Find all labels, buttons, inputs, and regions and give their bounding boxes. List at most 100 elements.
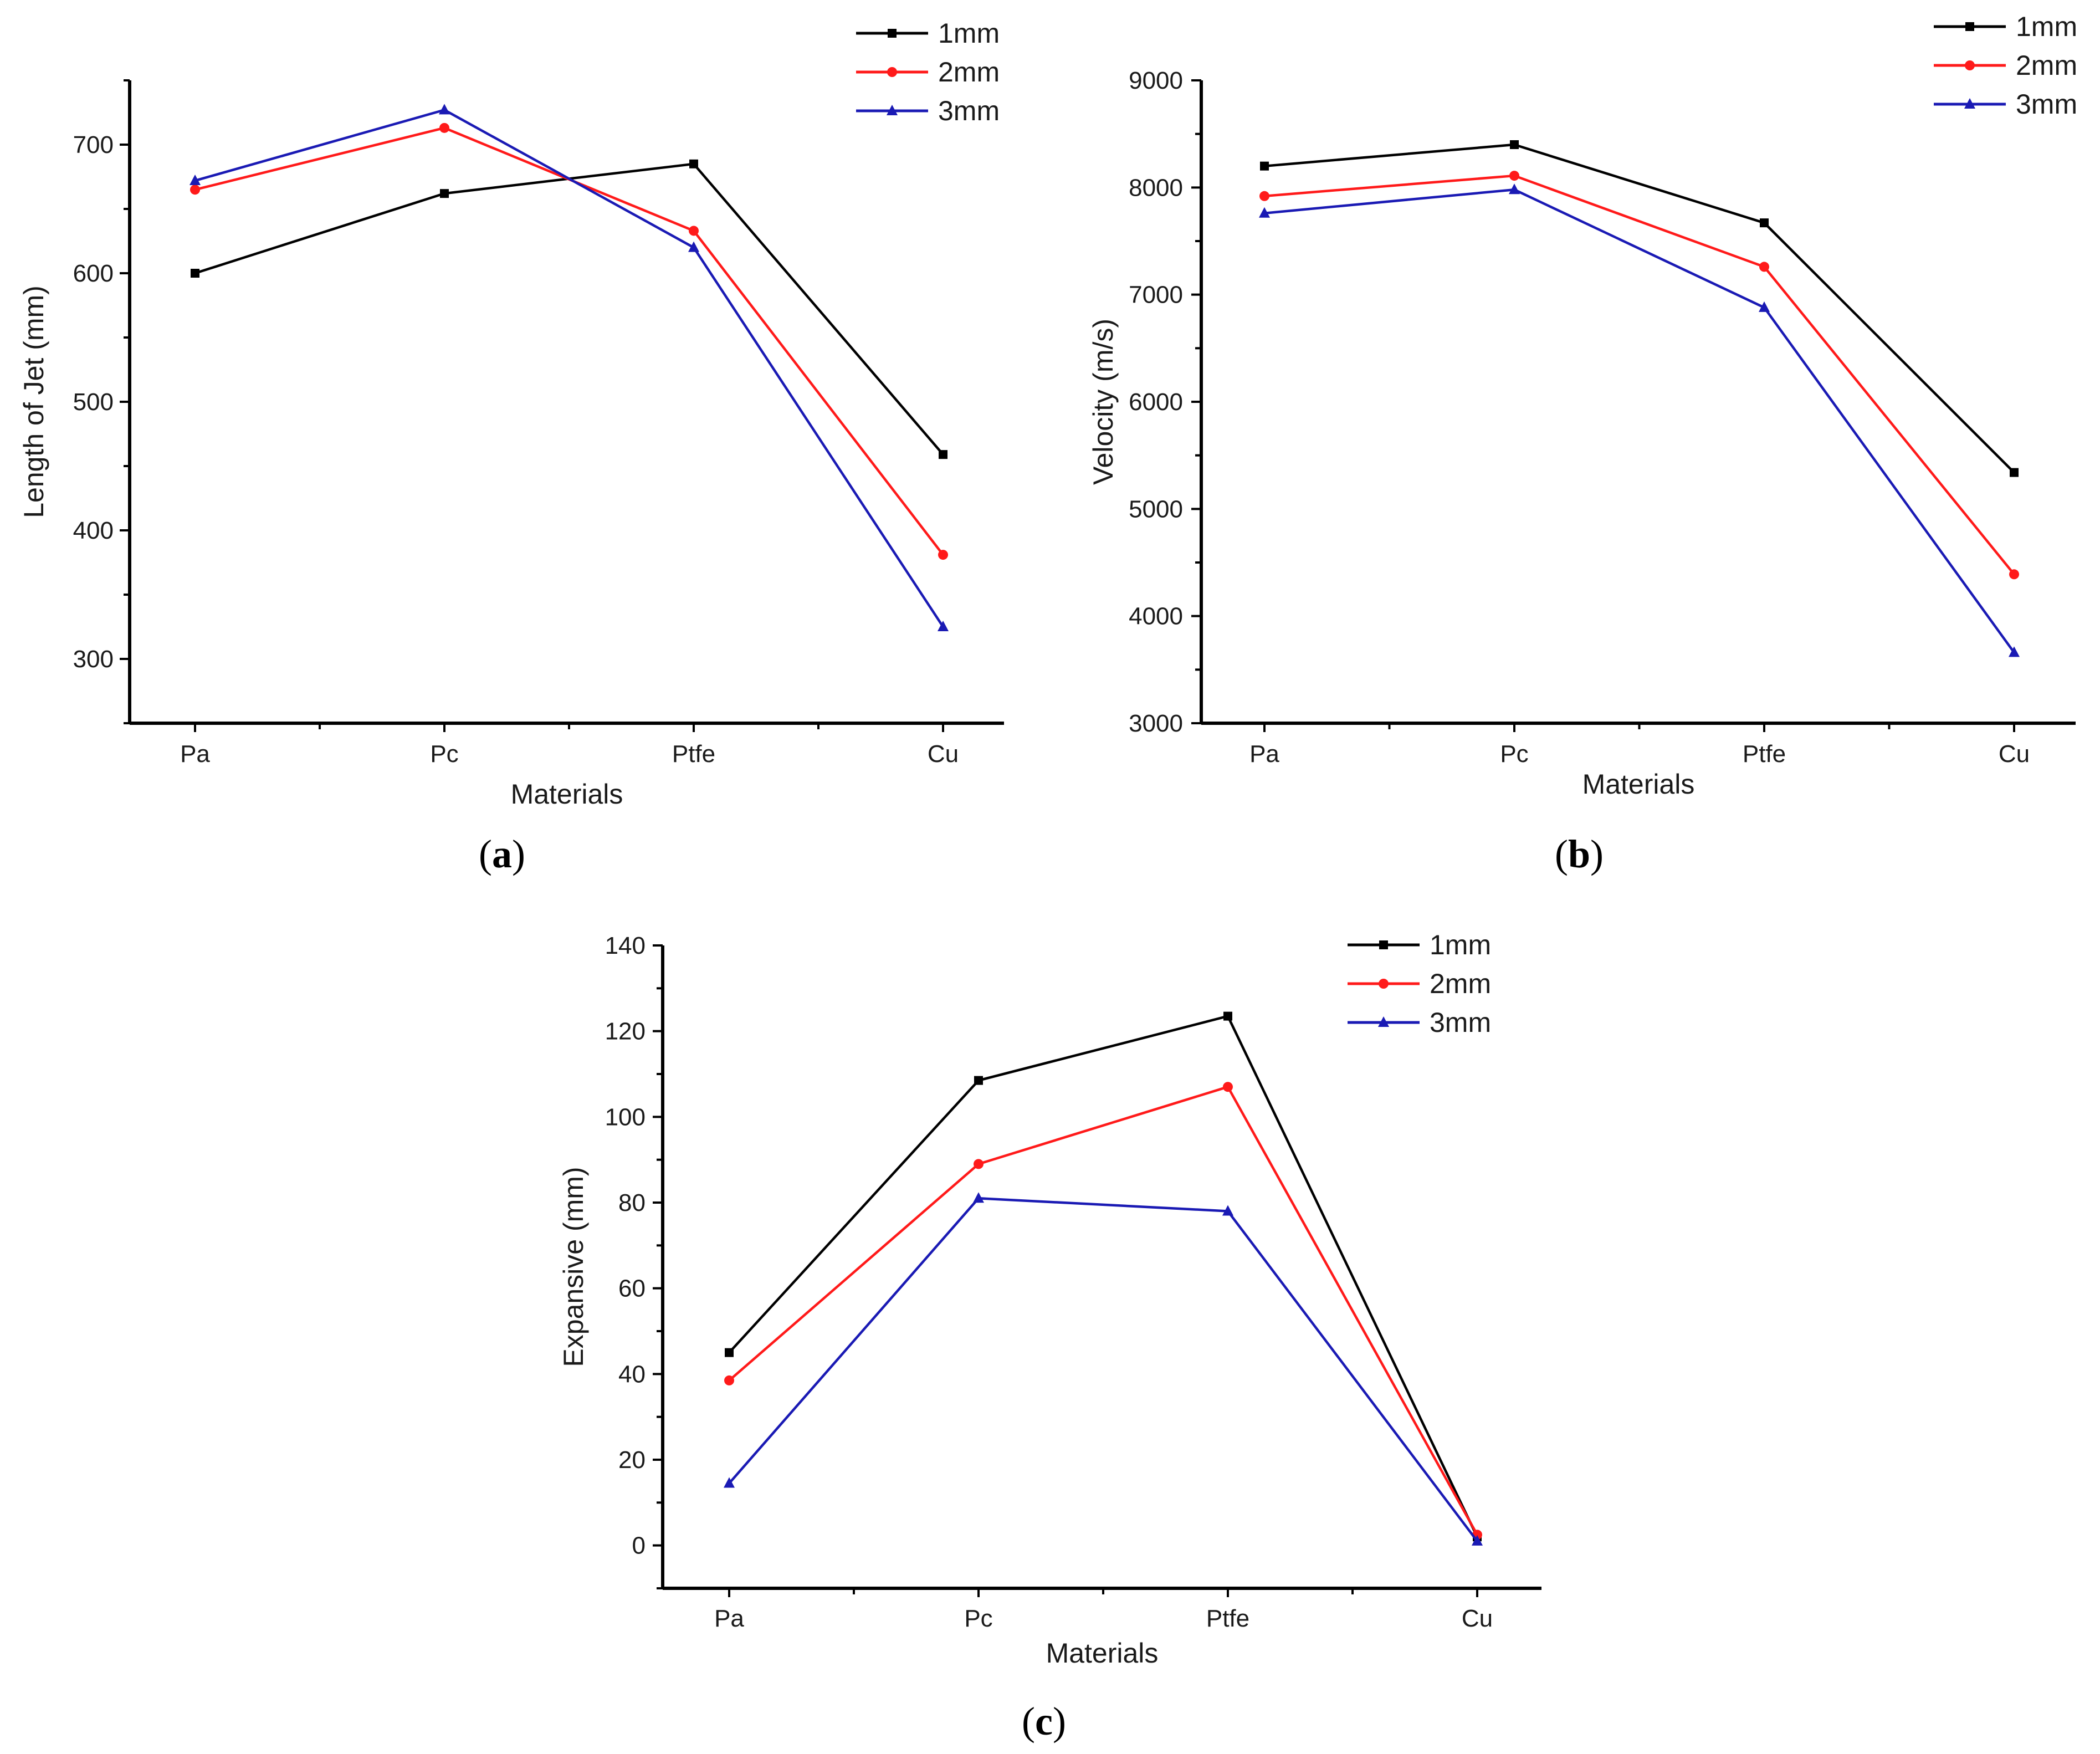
data-point-3mm-ptfe	[1222, 1205, 1233, 1216]
legend-label-2mm: 2mm	[2016, 50, 2077, 81]
legend-marker-1mm	[1965, 22, 1974, 31]
legend-marker-2mm	[887, 67, 897, 77]
data-point-3mm-pa	[1259, 207, 1270, 218]
data-point-3mm-cu	[1472, 1535, 1483, 1546]
x-axis-title: Materials	[511, 779, 623, 810]
x-tick-label: Pa	[180, 740, 210, 768]
data-point-2mm-pa	[190, 185, 200, 195]
caption-letter: c	[1035, 1699, 1053, 1743]
x-axis-title: Materials	[1046, 1638, 1159, 1669]
legend: 1mm 2mm 3mm	[856, 18, 1000, 126]
y-tick-label: 500	[73, 388, 114, 416]
x-tick-label: Cu	[928, 740, 959, 768]
data-point-2mm-pc	[974, 1159, 984, 1169]
legend-label-2mm: 2mm	[1430, 968, 1491, 999]
legend-label-3mm: 3mm	[938, 95, 1000, 126]
legend: 1mm 2mm 3mm	[1934, 11, 2077, 120]
series-1mm	[1260, 140, 2019, 477]
legend-marker-3mm	[1964, 98, 1975, 109]
y-axis-title: Length of Jet (mm)	[18, 285, 49, 518]
data-point-1mm-ptfe	[689, 159, 698, 168]
legend-marker-2mm	[1965, 60, 1975, 70]
y-tick-label: 600	[73, 260, 114, 287]
series-line-3mm	[194, 109, 944, 628]
legend-marker-1mm	[1379, 940, 1388, 949]
data-point-3mm-cu	[2009, 646, 2020, 657]
data-point-2mm-pa	[1259, 191, 1269, 201]
y-tick-label: 5000	[1129, 495, 1183, 523]
panel-caption: (c)	[1022, 1699, 1066, 1743]
panel-a-length-of-jet: 300 400 500 600 700 Pa Pc Ptfe Cu Materials Length…	[18, 18, 1004, 876]
data-point-3mm-pc	[973, 1192, 984, 1203]
data-point-1mm-ptfe	[1223, 1011, 1232, 1021]
series-line-3mm	[728, 1197, 1478, 1542]
data-point-2mm-cu	[938, 550, 948, 560]
data-point-2mm-ptfe	[1759, 262, 1769, 272]
data-point-1mm-cu	[939, 450, 947, 459]
data-point-1mm-pc	[974, 1076, 983, 1085]
x-tick-label: Cu	[1462, 1605, 1493, 1632]
data-point-2mm-ptfe	[689, 226, 699, 236]
y-tick-label: 40	[618, 1361, 646, 1388]
y-tick-label: 80	[618, 1189, 646, 1216]
data-point-1mm-ptfe	[1760, 218, 1769, 228]
caption-letter: b	[1568, 832, 1590, 876]
y-tick-label: 4000	[1129, 603, 1183, 630]
y-tick-label: 3000	[1129, 710, 1183, 737]
y-tick-label: 7000	[1129, 282, 1183, 309]
series-2mm	[190, 122, 948, 560]
y-tick-label: 100	[605, 1103, 646, 1131]
data-point-1mm-pc	[1510, 140, 1519, 149]
y-axis-title: Expansive (mm)	[558, 1167, 589, 1367]
x-tick-label: Ptfe	[1206, 1605, 1249, 1632]
caption-close: )	[1590, 832, 1604, 876]
data-point-3mm-ptfe	[688, 241, 699, 252]
data-point-1mm-pa	[1260, 161, 1269, 171]
series-2mm	[724, 1082, 1482, 1540]
series-3mm	[189, 104, 949, 631]
x-axis-title: Materials	[1582, 769, 1695, 800]
data-point-2mm-ptfe	[1223, 1082, 1233, 1092]
legend-marker-3mm	[887, 105, 898, 115]
data-point-3mm-ptfe	[1759, 301, 1770, 312]
y-tick-label: 400	[73, 517, 114, 544]
y-tick-label: 8000	[1129, 174, 1183, 201]
caption-close: )	[1053, 1699, 1066, 1743]
data-point-1mm-pa	[725, 1348, 734, 1357]
series-line-2mm	[1264, 174, 2015, 575]
data-point-1mm-cu	[2010, 468, 2019, 477]
series-line-1mm	[1264, 143, 2015, 474]
series-3mm	[1259, 183, 2020, 657]
panel-c-expansive: 0 20 40 60 80 100 120 140 Pa Pc Ptfe Cu Materials Exp…	[558, 929, 1541, 1743]
y-tick-label: 300	[73, 646, 114, 673]
legend-marker-3mm	[1378, 1016, 1389, 1027]
legend-label-1mm: 1mm	[2016, 11, 2077, 42]
y-tick-label: 6000	[1129, 388, 1183, 416]
legend: 1mm 2mm 3mm	[1348, 929, 1491, 1038]
data-point-3mm-pa	[724, 1477, 735, 1488]
y-tick-label: 9000	[1129, 67, 1183, 94]
x-tick-label: Cu	[1999, 740, 2030, 768]
data-point-1mm-pc	[440, 189, 449, 198]
x-tick-label: Pc	[430, 740, 458, 768]
y-tick-label: 120	[605, 1018, 646, 1045]
data-point-3mm-pa	[189, 174, 201, 185]
legend-label-2mm: 2mm	[938, 57, 1000, 88]
legend-label-3mm: 3mm	[1430, 1007, 1491, 1038]
caption-open: (	[479, 832, 492, 876]
data-point-1mm-pa	[191, 269, 199, 278]
data-point-2mm-pc	[1509, 171, 1519, 181]
data-point-2mm-cu	[2009, 569, 2019, 580]
panel-caption: (b)	[1555, 832, 1604, 876]
data-point-2mm-pa	[724, 1375, 734, 1385]
data-point-2mm-pc	[439, 122, 449, 133]
caption-letter: a	[492, 832, 512, 876]
series-1mm	[725, 1011, 1482, 1542]
series-line-2mm	[728, 1085, 1478, 1536]
caption-open: (	[1555, 832, 1568, 876]
x-tick-label: Pa	[714, 1605, 744, 1632]
legend-label-1mm: 1mm	[1430, 929, 1491, 960]
panel-b-velocity: 3000 4000 5000 6000 7000 8000 9000 Pa Pc Ptfe Cu Ma…	[1088, 11, 2077, 876]
legend-label-1mm: 1mm	[938, 18, 1000, 49]
